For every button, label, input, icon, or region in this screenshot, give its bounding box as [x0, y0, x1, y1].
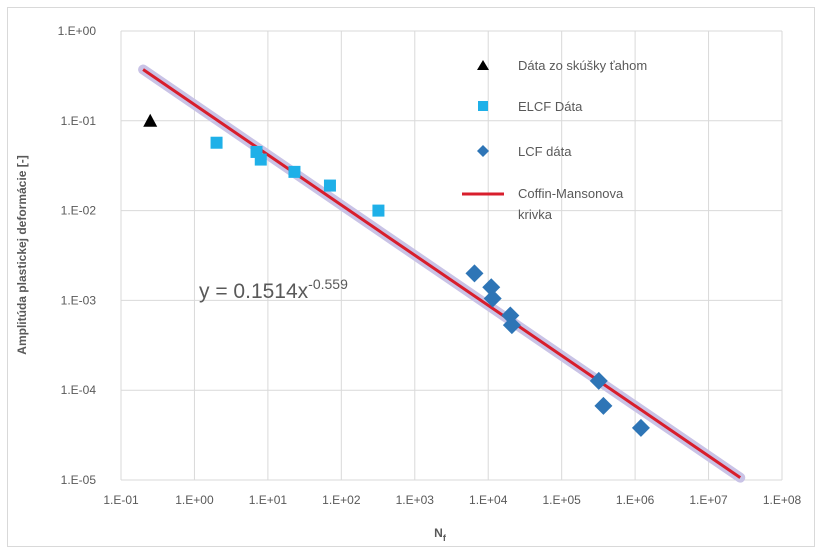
coffin-manson-line [142, 68, 742, 479]
lcf-point [483, 289, 502, 308]
lcf-point [482, 278, 501, 297]
x-tick-label: 1.E+06 [616, 493, 655, 507]
legend-marker-square [478, 101, 488, 111]
gridlines [120, 30, 783, 481]
elcf-point [323, 179, 336, 192]
x-tick-label: 1.E+01 [249, 493, 288, 507]
legend-label-tensile: Dáta zo skúšky ťahom [518, 58, 647, 73]
y-tick-label: 1.E-03 [61, 293, 97, 307]
y-tick-label: 1.E-02 [61, 204, 97, 218]
legend-label-line-2: krivka [518, 207, 553, 222]
x-tick-label: 1.E+04 [469, 493, 508, 507]
legend: Dáta zo skúšky ťahom ELCF Dáta LCF dáta … [462, 58, 647, 222]
x-tick-label: 1.E+07 [689, 493, 728, 507]
elcf-point [372, 204, 385, 217]
lcf-point [594, 396, 613, 415]
tensile-point [143, 113, 158, 127]
y-axis-title: Amplitúda plastickej deformácie [-] [15, 155, 29, 354]
chart-frame [7, 7, 815, 547]
y-tick-label: 1.E-05 [61, 473, 97, 487]
y-tick-label: 1.E+00 [58, 24, 97, 38]
x-tick-label: 1.E+08 [763, 493, 802, 507]
y-tick-labels: 1.E+00 1.E-01 1.E-02 1.E-03 1.E-04 1.E-05 [58, 24, 97, 487]
y-tick-label: 1.E-04 [61, 383, 97, 397]
x-tick-label: 1.E+00 [175, 493, 214, 507]
legend-marker-triangle [477, 60, 489, 70]
elcf-point [254, 153, 267, 166]
x-tick-label: 1.E+05 [542, 493, 581, 507]
elcf-point [288, 165, 301, 178]
lcf-point [631, 418, 650, 437]
x-tick-label: 1.E+02 [322, 493, 361, 507]
lcf-point [589, 371, 608, 390]
y-tick-label: 1.E-01 [61, 114, 97, 128]
elcf-point [210, 136, 223, 149]
legend-label-elcf: ELCF Dáta [518, 99, 583, 114]
x-tick-label: 1.E+03 [396, 493, 435, 507]
fit-line-group [138, 64, 746, 483]
legend-label-coffin-manson: Coffin-Mansonova krivka [518, 186, 627, 222]
trendline-equation: y = 0.1514x-0.559 [199, 276, 348, 303]
legend-label-lcf: LCF dáta [518, 144, 572, 159]
legend-marker-diamond [477, 145, 489, 157]
points-group [143, 113, 650, 437]
x-tick-labels: 1.E-01 1.E+00 1.E+01 1.E+02 1.E+03 1.E+04 1.E+… [103, 493, 801, 507]
legend-label-line-1: Coffin-Mansonova [518, 186, 624, 201]
lcf-point [465, 264, 484, 283]
lcf-point [502, 316, 521, 335]
x-axis-title: Nf [434, 526, 447, 543]
x-tick-label: 1.E-01 [103, 493, 139, 507]
